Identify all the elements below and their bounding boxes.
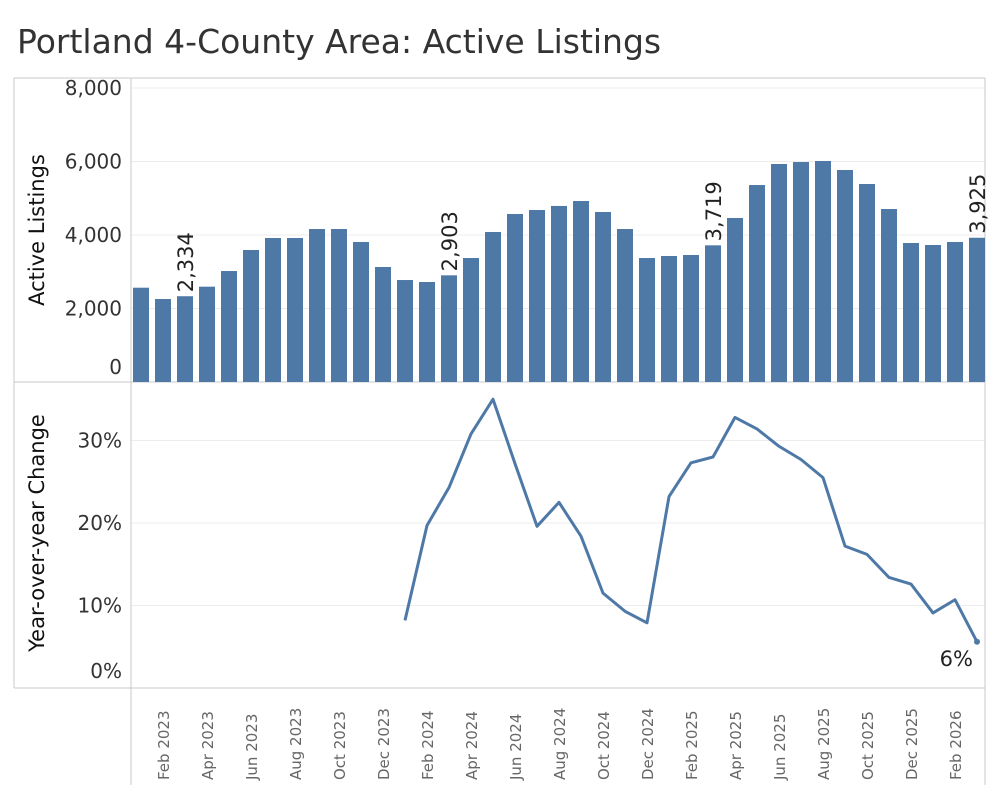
bar — [749, 185, 765, 382]
x-tick-label: Feb 2023 — [155, 711, 173, 781]
bar — [375, 267, 391, 382]
bar — [441, 275, 457, 382]
line-data-label: 6% — [940, 647, 973, 671]
bar — [551, 205, 567, 382]
bar — [133, 287, 149, 382]
bar — [463, 258, 479, 382]
y-axis-title: Active Listings — [25, 154, 49, 306]
x-tick-label: Aug 2023 — [287, 708, 305, 780]
bar — [859, 183, 875, 382]
bar — [727, 217, 743, 382]
bar — [265, 238, 281, 382]
y-tick-label: 2,000 — [65, 297, 122, 321]
bar — [529, 210, 545, 382]
x-tick-label: Oct 2025 — [859, 711, 877, 780]
bar — [903, 243, 919, 382]
bar — [793, 162, 809, 382]
bar — [815, 160, 831, 382]
bar — [199, 286, 215, 382]
y-tick-label: 0 — [109, 355, 122, 379]
x-tick-label: Feb 2026 — [947, 711, 965, 781]
bar — [419, 282, 435, 382]
x-tick-label: Dec 2025 — [903, 708, 921, 780]
x-tick-label: Jun 2023 — [243, 714, 261, 781]
bar — [595, 211, 611, 382]
chart-title: Portland 4-County Area: Active Listings — [17, 22, 662, 61]
x-tick-label: Apr 2025 — [727, 711, 745, 780]
y-tick-label: 0% — [90, 659, 122, 683]
y-axis-title: Year-over-year Change — [25, 414, 49, 653]
x-tick-label: Dec 2024 — [639, 708, 657, 780]
bar — [705, 245, 721, 382]
yoy-point — [974, 638, 980, 645]
bar-data-label: 3,719 — [702, 181, 726, 241]
bar — [353, 241, 369, 382]
bar — [507, 213, 523, 382]
y-tick-label: 4,000 — [65, 223, 122, 247]
y-tick-label: 30% — [78, 429, 122, 453]
bar — [309, 229, 325, 382]
x-tick-label: Feb 2024 — [419, 711, 437, 781]
y-tick-label: 20% — [78, 511, 122, 535]
x-tick-label: Aug 2024 — [551, 708, 569, 780]
bar — [617, 229, 633, 382]
bar-data-label: 3,925 — [966, 174, 990, 234]
bar — [221, 271, 237, 382]
bar-data-label: 2,334 — [174, 232, 198, 292]
bar — [771, 163, 787, 382]
bar — [287, 238, 303, 382]
bar — [177, 296, 193, 382]
bar — [683, 254, 699, 382]
bar — [947, 241, 963, 382]
bar — [243, 249, 259, 382]
x-tick-label: Apr 2024 — [463, 711, 481, 780]
bar — [925, 244, 941, 382]
bar — [639, 258, 655, 382]
bar-data-label: 2,903 — [438, 211, 462, 271]
x-tick-label: Dec 2023 — [375, 708, 393, 780]
bar — [661, 255, 677, 382]
bar — [837, 169, 853, 382]
bar — [573, 201, 589, 382]
x-tick-label: Oct 2024 — [595, 711, 613, 780]
x-tick-label: Oct 2023 — [331, 711, 349, 780]
x-tick-label: Jun 2024 — [507, 714, 525, 781]
x-tick-label: Jun 2025 — [771, 714, 789, 781]
bar — [397, 280, 413, 382]
bar — [881, 209, 897, 382]
bar — [331, 229, 347, 382]
y-tick-label: 10% — [78, 594, 122, 618]
bar — [969, 237, 985, 382]
x-tick-label: Apr 2023 — [199, 711, 217, 780]
x-tick-label: Aug 2025 — [815, 708, 833, 780]
bar — [485, 231, 501, 382]
bar — [155, 299, 171, 382]
y-tick-label: 6,000 — [65, 150, 122, 174]
x-tick-label: Feb 2025 — [683, 711, 701, 781]
y-tick-label: 8,000 — [65, 76, 122, 100]
